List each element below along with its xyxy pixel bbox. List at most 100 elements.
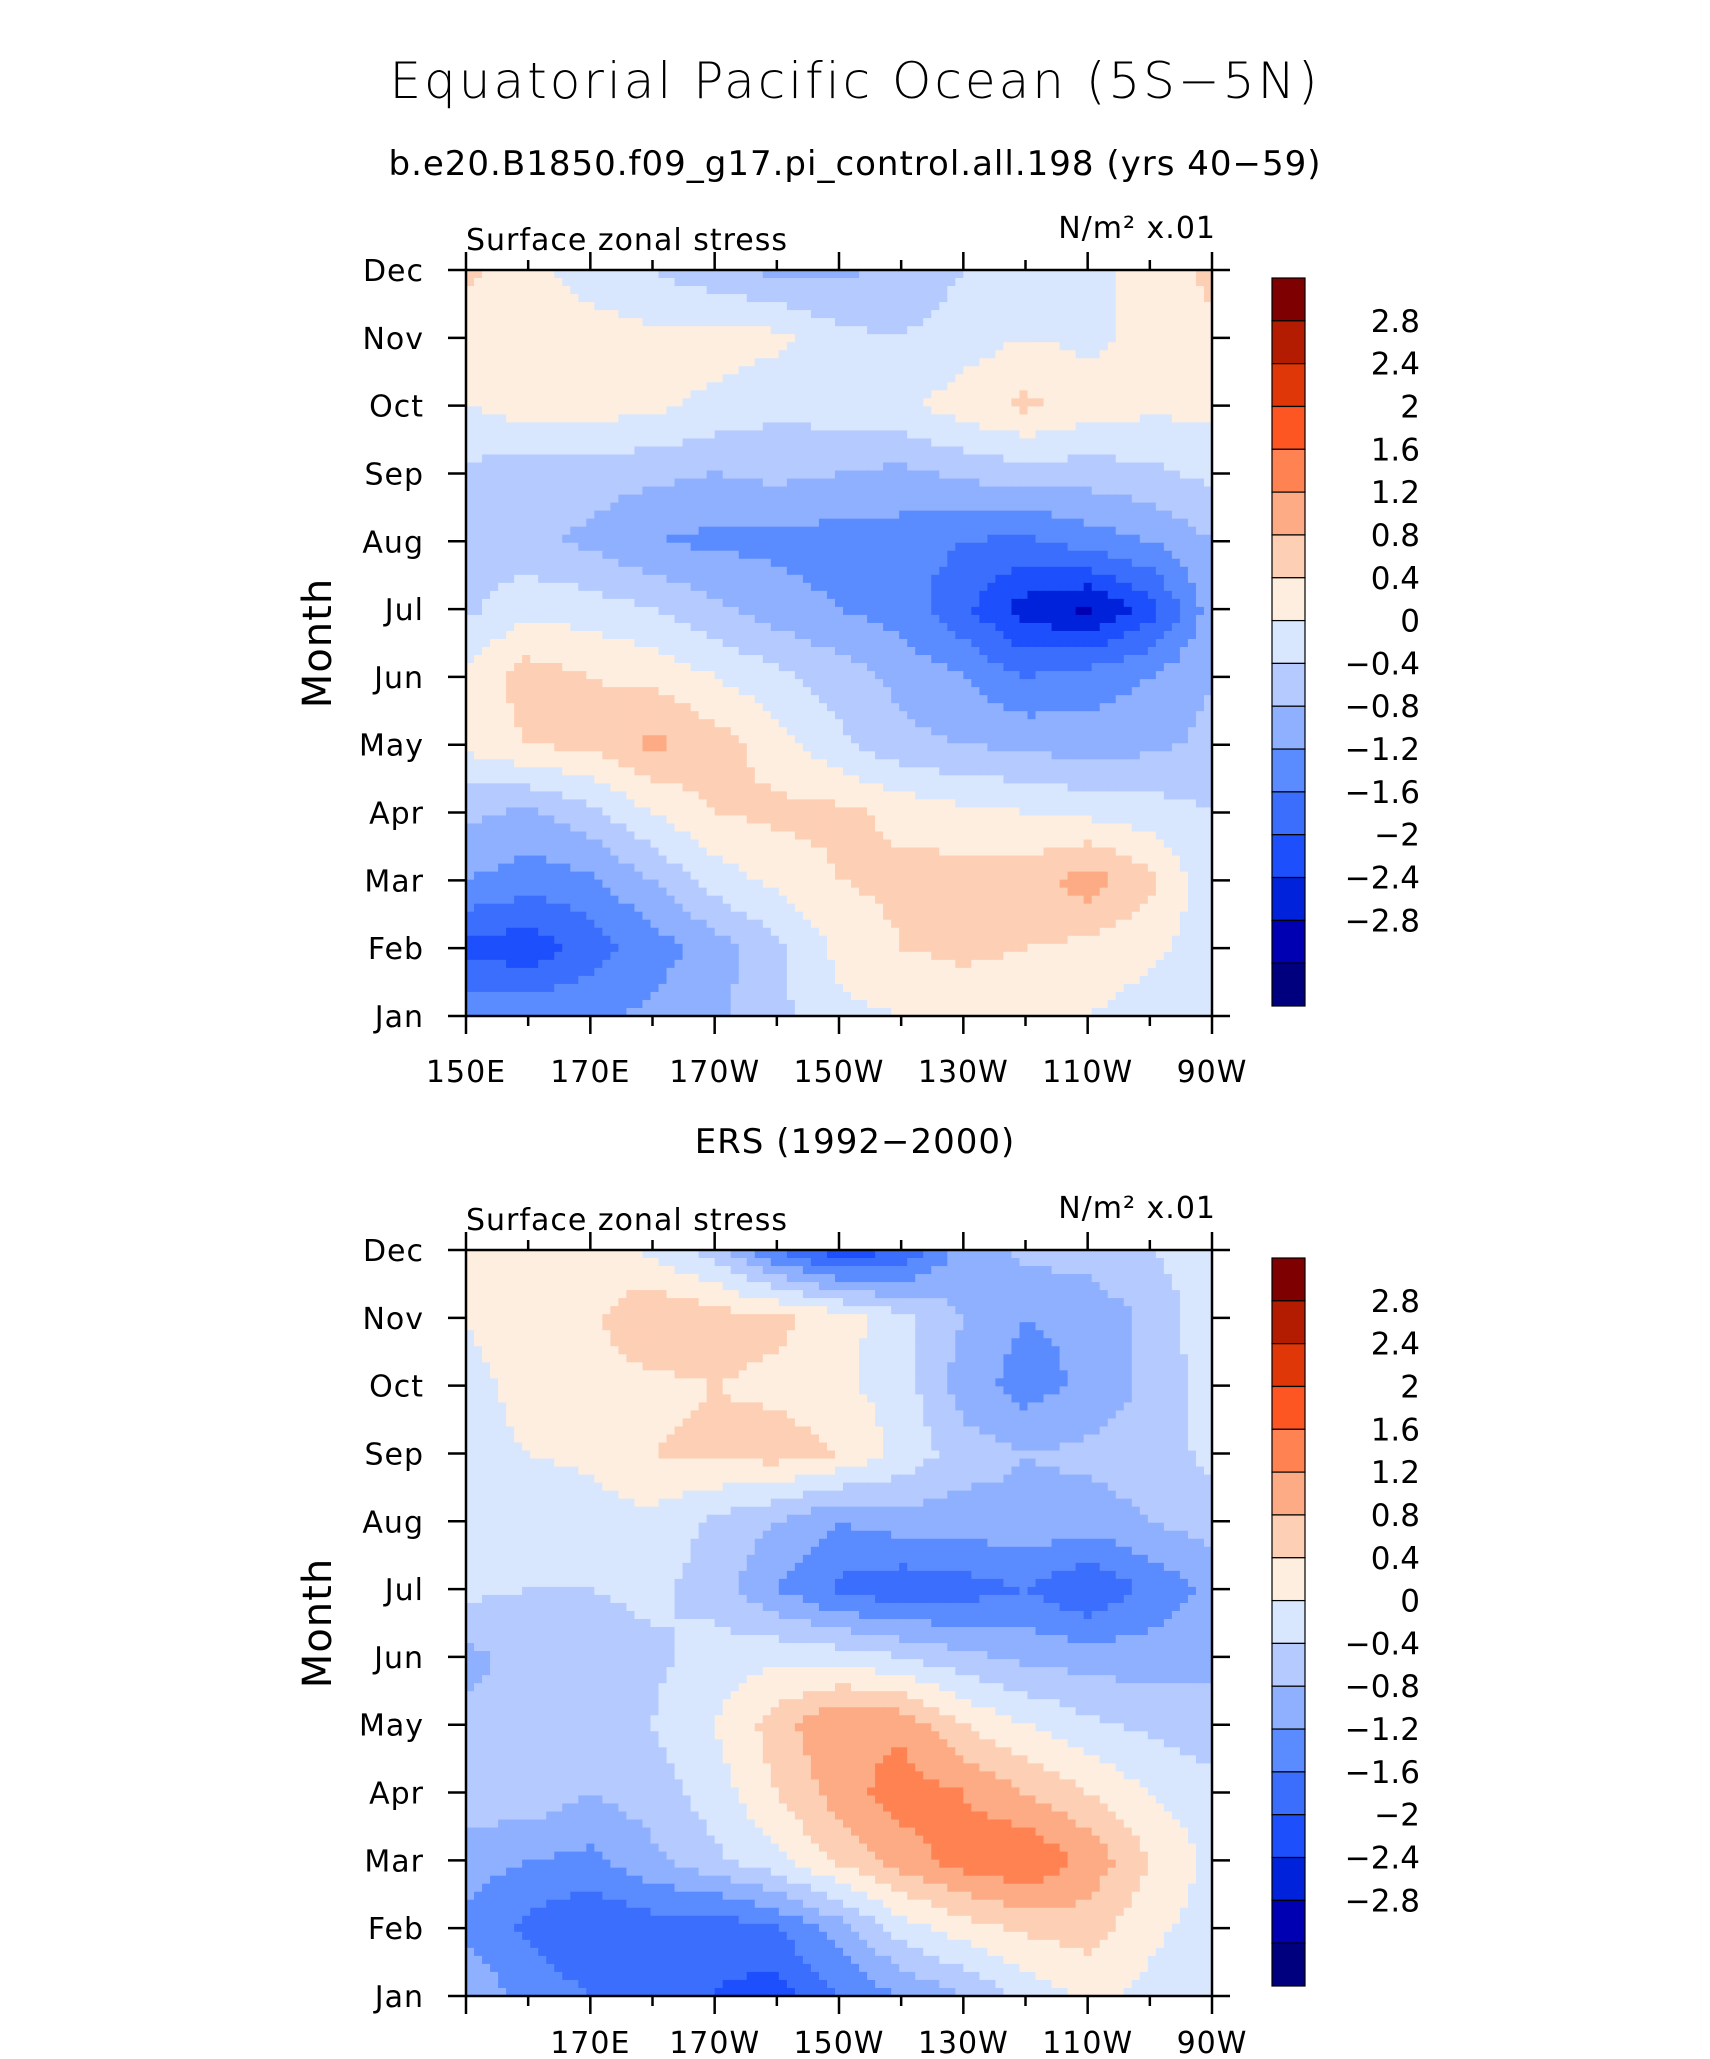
field-cell (738, 655, 748, 664)
field-cell (482, 278, 491, 287)
field-cell (987, 558, 997, 568)
field-cell (1011, 350, 1021, 359)
field-cell (1179, 486, 1189, 496)
field-cell (786, 318, 796, 327)
field-cell (851, 478, 860, 488)
field-cell (482, 582, 491, 592)
field-cell (666, 647, 676, 656)
field-cell (1059, 366, 1069, 375)
field-cell (899, 486, 908, 496)
field-cell (875, 542, 884, 552)
field-cell (562, 606, 571, 616)
field-cell (1203, 518, 1213, 528)
field-cell (746, 366, 756, 375)
field-cell (1067, 334, 1077, 343)
field-cell (562, 398, 571, 407)
field-cell (939, 486, 948, 496)
field-cell (899, 558, 908, 568)
field-cell (714, 462, 724, 472)
field-cell (530, 390, 539, 399)
field-cell (875, 278, 884, 287)
field-cell (562, 374, 571, 383)
field-cell (514, 430, 523, 440)
field-cell (1083, 542, 1093, 552)
field-cell (1099, 598, 1109, 608)
field-cell (594, 574, 603, 584)
field-cell (570, 430, 579, 440)
field-cell (1091, 502, 1101, 512)
field-cell (730, 679, 740, 688)
field-cell (971, 590, 980, 600)
field-cell (963, 566, 972, 576)
field-cell (546, 687, 555, 696)
field-cell (658, 358, 668, 367)
field-cell (698, 663, 708, 672)
field-cell (971, 446, 980, 456)
field-cell (1011, 398, 1021, 407)
field-cell (530, 430, 539, 440)
field-cell (602, 558, 611, 568)
field-cell (618, 558, 628, 568)
field-cell (915, 382, 924, 391)
field-cell (762, 574, 772, 584)
field-cell (514, 358, 523, 367)
field-cell (851, 566, 860, 576)
field-cell (466, 398, 475, 407)
field-cell (834, 622, 844, 632)
field-cell (522, 374, 531, 383)
field-cell (915, 286, 924, 295)
field-cell (1099, 478, 1109, 488)
field-cell (875, 630, 884, 640)
field-cell (514, 598, 523, 608)
field-cell (1203, 286, 1213, 295)
field-cell (1051, 286, 1061, 295)
field-cell (923, 598, 932, 608)
field-cell (1179, 350, 1189, 359)
field-cell (730, 390, 740, 399)
field-cell (658, 278, 668, 287)
field-cell (1027, 574, 1037, 584)
field-cell (1147, 390, 1157, 399)
field-cell (514, 270, 523, 279)
field-cell (594, 566, 603, 576)
field-cell (530, 398, 539, 407)
field-cell (658, 422, 668, 432)
field-cell (1075, 374, 1085, 383)
field-cell (618, 438, 628, 448)
field-cell (642, 566, 652, 576)
field-cell (546, 647, 555, 656)
field-cell (899, 398, 908, 407)
field-cell (923, 294, 932, 303)
field-cell (682, 638, 692, 648)
field-cell (1203, 558, 1213, 568)
field-cell (690, 286, 700, 295)
field-cell (650, 590, 660, 600)
field-cell (666, 486, 676, 496)
field-cell (482, 430, 491, 440)
field-cell (818, 590, 828, 600)
field-cell (554, 574, 563, 584)
field-cell (706, 582, 716, 592)
field-cell (722, 326, 732, 335)
field-cell (1195, 318, 1205, 327)
field-cell (562, 534, 571, 544)
field-cell (634, 374, 644, 383)
field-cell (570, 574, 579, 584)
field-cell (602, 270, 611, 279)
field-cell (618, 566, 628, 576)
field-cell (538, 382, 547, 391)
field-cell (522, 655, 531, 664)
field-cell (482, 310, 491, 319)
field-cell (474, 590, 483, 600)
field-cell (1123, 655, 1133, 664)
field-cell (947, 358, 956, 367)
field-cell (1067, 342, 1077, 351)
field-cell (698, 326, 708, 335)
field-cell (658, 606, 668, 616)
field-cell (578, 294, 587, 303)
field-cell (770, 382, 780, 391)
field-cell (1195, 366, 1205, 375)
field-cell (514, 470, 523, 480)
field-cell (594, 647, 603, 656)
field-cell (698, 606, 708, 616)
